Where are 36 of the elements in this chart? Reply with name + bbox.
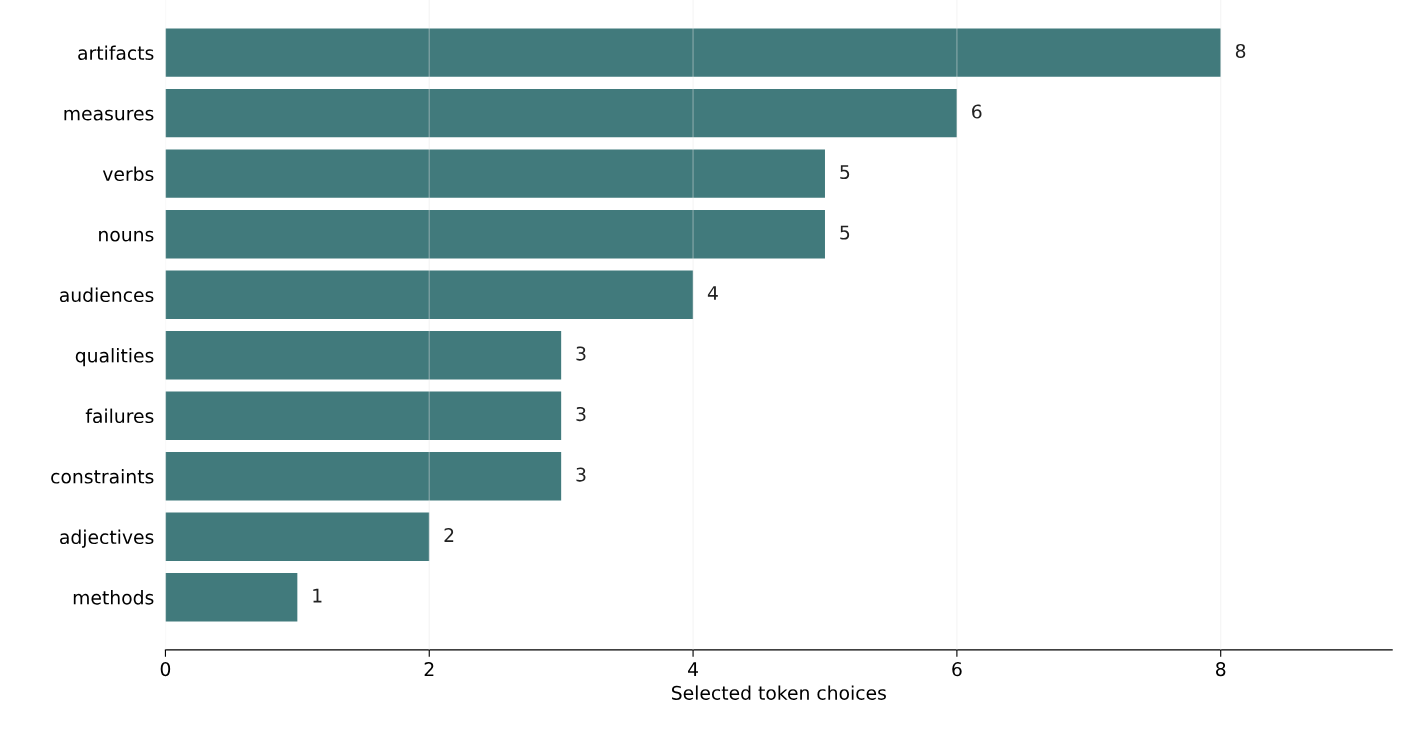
data-label: 5 bbox=[840, 165, 850, 180]
data-label: 8 bbox=[1235, 43, 1246, 59]
bar bbox=[165, 28, 1221, 77]
x-axis-title: Selected token choices bbox=[671, 685, 886, 700]
bar bbox=[165, 452, 562, 501]
data-label: 3 bbox=[576, 467, 586, 482]
y-tick-label: methods bbox=[73, 590, 154, 605]
bar bbox=[165, 149, 825, 198]
bar bbox=[165, 270, 694, 319]
data-label: 4 bbox=[707, 286, 718, 300]
bar bbox=[165, 88, 957, 138]
x-tick-label: 0 bbox=[160, 662, 171, 677]
data-label: 3 bbox=[576, 406, 586, 422]
y-tick-label: artifacts bbox=[78, 45, 154, 61]
data-label: 2 bbox=[444, 527, 454, 542]
y-tick-label: failures bbox=[85, 408, 154, 424]
y-tick-label: nouns bbox=[99, 230, 154, 242]
data-label: 5 bbox=[840, 225, 850, 240]
x-tick-label: 2 bbox=[424, 662, 434, 676]
data-label: 1 bbox=[313, 588, 322, 603]
y-tick-label: measures bbox=[64, 109, 154, 121]
bar bbox=[165, 331, 562, 380]
data-label: 6 bbox=[972, 104, 982, 119]
x-tick-label: 8 bbox=[1216, 662, 1226, 677]
data-label: 3 bbox=[576, 346, 586, 361]
y-tick-label: qualities bbox=[75, 348, 154, 367]
x-tick-label: 4 bbox=[688, 662, 698, 676]
bar bbox=[165, 573, 298, 622]
y-tick-label: verbs bbox=[102, 166, 154, 182]
y-tick-label: constraints bbox=[51, 469, 154, 484]
y-tick-label: audiences bbox=[59, 287, 154, 303]
bar bbox=[165, 391, 562, 440]
bar bbox=[165, 512, 430, 561]
x-tick-label: 6 bbox=[952, 662, 962, 677]
bar bbox=[165, 209, 825, 259]
y-tick-label: adjectives bbox=[60, 529, 154, 548]
